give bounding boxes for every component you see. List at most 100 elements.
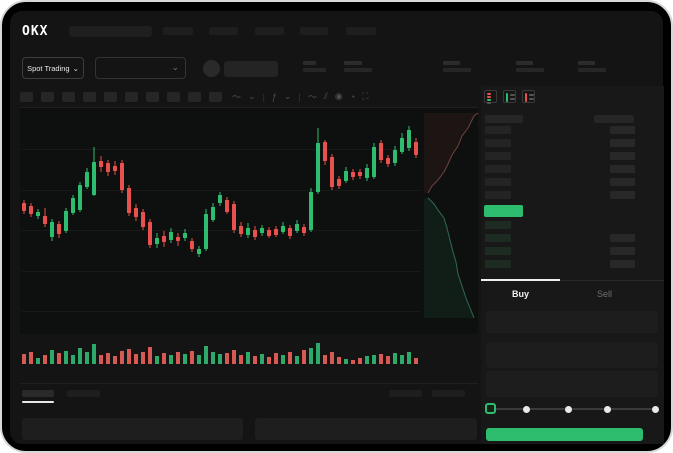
orderbook-header-amount (594, 115, 634, 123)
nav-item[interactable] (209, 27, 238, 35)
divider: | (262, 91, 265, 102)
timeframe-button[interactable] (167, 92, 180, 102)
ticker-stat (344, 61, 372, 72)
ticker-stat (516, 61, 544, 72)
bid-amount[interactable] (610, 234, 635, 242)
draw-tool-icon[interactable]: ⫽ (323, 91, 328, 101)
bottom-tab[interactable] (67, 390, 100, 397)
ask-price[interactable] (485, 139, 511, 147)
divider (20, 107, 478, 108)
chevron-down-icon: ⌄ (171, 62, 179, 72)
bid-price[interactable] (485, 234, 511, 242)
camera-icon[interactable]: ◉ (334, 91, 343, 101)
amount-slider[interactable] (490, 408, 656, 410)
bottom-right-link[interactable] (432, 390, 465, 397)
ask-amount[interactable] (610, 152, 635, 160)
fx-indicator-icon[interactable]: ƒ (271, 91, 277, 102)
bid-price[interactable] (485, 260, 511, 268)
bottom-tab-underline (22, 401, 54, 403)
ticker-stat (303, 61, 326, 72)
fullscreen-icon[interactable]: ⛶ (362, 91, 369, 101)
chevron-down-icon[interactable]: ⌄ (283, 91, 292, 101)
bottom-tab-active[interactable] (22, 390, 54, 397)
divider (481, 280, 664, 281)
indicator-curve-icon[interactable]: 〜 (232, 92, 242, 102)
timeframe-buttons[interactable] (20, 92, 222, 102)
ask-amount[interactable] (610, 191, 635, 199)
tab-sell[interactable]: Sell (596, 289, 612, 299)
gridline (22, 271, 420, 272)
nav-item[interactable] (163, 27, 193, 35)
bid-price[interactable] (485, 221, 511, 229)
orderbook-combined-view-icon[interactable] (484, 90, 497, 104)
coin-icon (203, 60, 220, 77)
gridline (22, 230, 420, 231)
bid-price[interactable] (485, 247, 511, 255)
ask-amount[interactable] (610, 139, 635, 147)
depth-chart (424, 112, 479, 319)
timeframe-button[interactable] (104, 92, 117, 102)
market-type-selector[interactable]: Spot Trading ⌄ (22, 57, 84, 79)
timeframe-button[interactable] (62, 92, 75, 102)
ticker-stat (578, 61, 606, 72)
line-tool-icon[interactable]: 〜 (307, 92, 317, 102)
symbol-dropdown[interactable]: ⌄ (95, 57, 186, 79)
nav-item[interactable] (255, 27, 284, 35)
pair-name-placeholder (224, 61, 278, 77)
bid-amount[interactable] (610, 260, 635, 268)
orders-table-placeholder (22, 418, 243, 440)
candlestick-chart[interactable] (20, 108, 422, 334)
divider (20, 383, 478, 384)
orderbook-view-switcher[interactable] (484, 90, 535, 104)
volume-bars (22, 343, 418, 364)
gridline (22, 311, 420, 312)
okx-logo[interactable]: OKX (22, 24, 49, 39)
buy-submit-button[interactable] (486, 428, 643, 441)
bid-amount[interactable] (610, 247, 635, 255)
orderbook-sells-view-icon[interactable] (522, 90, 535, 103)
ask-price[interactable] (485, 191, 511, 199)
timeframe-button[interactable] (83, 92, 96, 102)
orderbook-buys-view-icon[interactable] (503, 90, 516, 103)
slider-dot-25[interactable] (523, 406, 530, 413)
nav-item[interactable] (300, 27, 328, 35)
slider-dot-100[interactable] (652, 406, 659, 413)
ask-amount[interactable] (610, 165, 635, 173)
chevron-down-icon: ⌄ (72, 63, 79, 73)
ask-amount[interactable] (610, 126, 635, 134)
timeframe-button[interactable] (188, 92, 201, 102)
ask-price[interactable] (485, 178, 511, 186)
nav-item[interactable] (346, 27, 376, 35)
timeframe-button[interactable] (125, 92, 138, 102)
timeframe-button[interactable] (20, 92, 33, 102)
amount-input[interactable] (486, 342, 658, 368)
history-clock-icon[interactable]: ◔ (349, 91, 356, 102)
price-input[interactable] (486, 311, 658, 333)
slider-dot-75[interactable] (604, 406, 611, 413)
orderbook-header-price (485, 115, 523, 123)
gridline (22, 149, 420, 150)
ask-price[interactable] (485, 126, 511, 134)
timeframe-button[interactable] (41, 92, 54, 102)
slider-dot-50[interactable] (565, 406, 572, 413)
search-input[interactable] (69, 26, 152, 37)
timeframe-button[interactable] (209, 92, 222, 102)
ask-price[interactable] (485, 152, 511, 160)
chevron-down-icon[interactable]: ⌄ (248, 91, 256, 101)
ask-amount[interactable] (610, 178, 635, 186)
total-input[interactable] (486, 371, 658, 397)
chart-tool-icons[interactable]: 〜 ⌄ | ƒ ⌄ | 〜 ⫽ ◉ ◔ ⛶ (232, 89, 368, 104)
active-tab-indicator (481, 279, 560, 281)
gridline (22, 190, 420, 191)
bottom-right-link[interactable] (389, 390, 422, 397)
timeframe-button[interactable] (146, 92, 159, 102)
orderbook-mid-price[interactable] (484, 205, 523, 217)
orders-table-placeholder (255, 418, 477, 440)
slider-handle[interactable] (485, 403, 496, 414)
ask-price[interactable] (485, 165, 511, 173)
market-type-label: Spot Trading (27, 63, 70, 73)
divider: | (298, 91, 301, 102)
ticker-stat (443, 61, 471, 72)
tab-buy[interactable]: Buy (511, 289, 529, 299)
